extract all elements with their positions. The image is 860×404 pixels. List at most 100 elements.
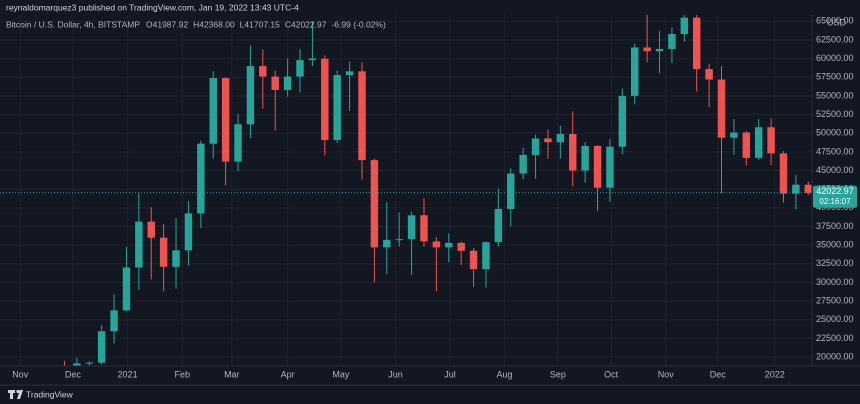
x-tick-label: Dec [65,369,82,379]
logo [8,389,23,399]
countdown: 02:16:07 [819,197,851,206]
y-tick-label: 30000.00 [816,277,854,287]
candle-body [296,60,304,77]
published-note: reynaldomarquez3 published on TradingVie… [6,2,299,12]
x-tick-label: Jun [388,369,403,379]
candle-body [73,363,81,366]
candle-body [631,47,639,96]
x-tick-label: Dec [710,369,727,379]
candle-body [172,250,180,267]
candle-body [308,58,317,61]
candle-body [345,71,354,76]
brand: TradingView [26,389,74,399]
candle-body [692,17,701,70]
candle-body [730,132,738,138]
candle-body [234,124,242,162]
candle-body [395,239,403,241]
candle-body [209,78,217,144]
candle-body [606,146,614,188]
y-tick-label: 22500.00 [816,333,854,343]
x-tick-label: Aug [497,369,513,379]
y-tick-label: 52500.00 [816,109,854,119]
candle-body [97,331,106,363]
y-tick-label: 45000.00 [816,165,854,175]
candle-body [110,310,118,332]
candle-body [705,69,713,80]
candle-body [643,47,651,52]
candle-body [655,48,664,52]
candle-body [569,133,577,171]
candle-body [618,95,627,147]
currency: USD [827,17,847,27]
legend-value: 42022.97 [291,19,327,29]
y-tick-label: 32500.00 [816,258,854,268]
candle-body [779,153,788,194]
x-tick-label: Mar [224,369,240,379]
candle-body [668,34,676,49]
candle-body [680,17,689,35]
y-tick-label: 47500.00 [816,146,854,156]
legend-value: -6.99 (-0.02%) [331,19,385,29]
x-tick-label: Sep [550,369,566,379]
y-tick-label: 27500.00 [816,295,854,305]
y-tick-label: 57500.00 [816,72,854,82]
y-tick-label: 20000.00 [816,351,854,361]
candle-body [482,242,490,270]
candle-body [593,145,602,188]
candle-body [767,127,775,154]
legend-value: 42368.00 [199,19,235,29]
y-tick-label: 37500.00 [816,221,854,231]
candle-body [259,66,267,77]
candle-body [494,208,503,243]
candle-body [754,127,763,158]
y-tick-label: 35000.00 [816,240,854,250]
x-tick-label: Nov [658,369,675,379]
y-tick-label: 25000.00 [816,314,854,324]
candle-body [407,215,416,240]
x-tick-label: May [332,369,350,379]
candle-body [531,138,540,155]
x-tick-label: 2022 [765,369,785,379]
candle-body [283,76,292,90]
candle-body [420,215,428,242]
y-tick-label: 60000.00 [816,53,854,63]
candle-body [469,250,478,270]
candle-body [122,267,131,311]
legend-value: 41707.15 [244,19,280,29]
candle-body [321,58,329,140]
candle-body [135,221,143,268]
candle-body [792,184,800,194]
candle-body [556,133,565,143]
candle-body [432,241,441,248]
candle-body [221,78,230,162]
candle-body [507,173,515,209]
candle-body [804,184,812,193]
legend-label: H [193,19,199,29]
candle-body [147,221,155,238]
x-tick-label: Oct [604,369,619,379]
candle-body [246,66,255,125]
last-price-label: 42022.97 [816,186,854,196]
x-tick-label: 2021 [118,369,138,379]
x-tick-label: Jul [444,369,456,379]
candle-body [445,242,453,248]
candle-body [85,362,93,364]
x-tick-label: Apr [281,369,295,379]
candle-body [333,75,341,140]
candles [63,15,812,366]
chart-title: Bitcoin / U.S. Dollar, 4h, BITSTAMP [6,19,140,29]
legend-label: O [146,19,153,29]
candle-body [159,237,168,267]
candle-body [184,213,193,251]
legend-label: L [240,19,245,29]
legend-value: 41987.92 [153,19,189,29]
candle-body [544,138,552,143]
y-tick-label: 55000.00 [816,90,854,100]
candle-body [717,79,726,138]
y-tick-label: 62500.00 [816,34,854,44]
x-tick-label: Feb [174,369,190,379]
candle-body [358,71,366,161]
